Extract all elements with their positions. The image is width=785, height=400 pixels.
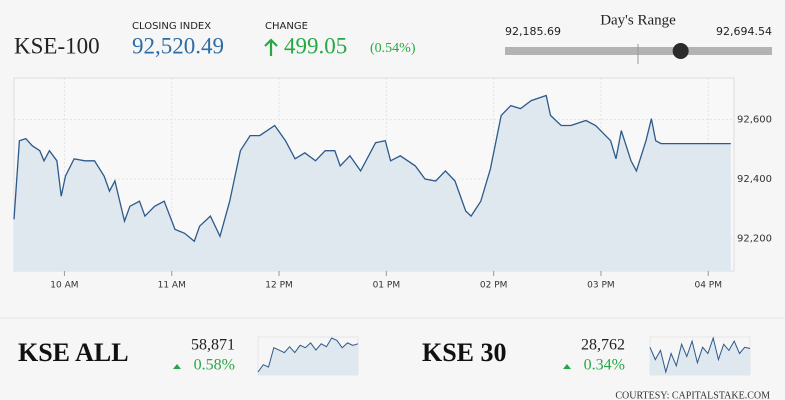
index-value: 28,762 xyxy=(581,337,625,354)
y-tick-label: 92,400 xyxy=(737,174,772,185)
close-value: 92,520.49 xyxy=(132,33,224,58)
x-tick-label: 11 AM xyxy=(158,281,186,291)
x-tick-label: 01 PM xyxy=(373,281,401,291)
line xyxy=(13,94,731,243)
change-title: CHANGE xyxy=(265,21,308,32)
up-triangle xyxy=(173,364,181,369)
x-tick-label: 02 PM xyxy=(480,281,508,291)
plot xyxy=(13,78,734,271)
change-pct: (0.54%) xyxy=(370,41,416,56)
change-value: 499.05 xyxy=(284,33,347,58)
spark-area xyxy=(258,338,358,375)
footer: COURTESY: CAPITALSTAKE.COM xyxy=(615,390,770,400)
x-tick-label: 12 PM xyxy=(265,281,293,291)
x-tick-label: 10 AM xyxy=(50,281,78,291)
range-low: 92,185.69 xyxy=(505,25,561,38)
y-tick-label: 92,600 xyxy=(737,115,772,126)
index-name: KSE ALL xyxy=(18,338,129,367)
up-triangle xyxy=(563,364,571,369)
index-value: 58,871 xyxy=(191,337,235,354)
index-change: 0.58% xyxy=(194,357,235,374)
range-marker xyxy=(672,43,689,59)
area xyxy=(14,95,731,271)
range-high: 92,694.54 xyxy=(716,25,772,38)
spark-line xyxy=(649,336,751,374)
x-tick-label: 04 PM xyxy=(694,281,722,291)
up-arrow xyxy=(264,38,278,56)
index-name: KSE-100 xyxy=(14,33,100,58)
close-title: CLOSING INDEX xyxy=(132,21,211,32)
index-name: KSE 30 xyxy=(422,338,507,367)
spark-line xyxy=(257,337,359,373)
index-change: 0.34% xyxy=(584,357,625,374)
y-tick-label: 92,200 xyxy=(737,233,772,244)
range-title: Day's Range xyxy=(600,12,676,28)
x-tick-label: 03 PM xyxy=(587,281,615,291)
